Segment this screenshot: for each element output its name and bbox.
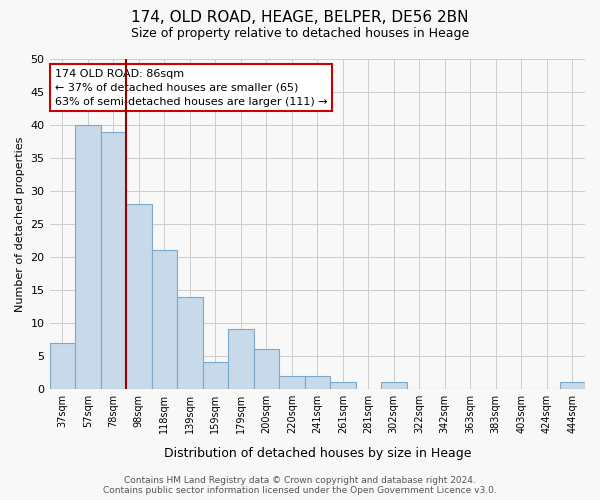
Bar: [75, 125, 101, 389]
Bar: [279, 376, 305, 389]
Bar: [330, 382, 356, 389]
Y-axis label: Number of detached properties: Number of detached properties: [15, 136, 25, 312]
Bar: [228, 330, 254, 389]
X-axis label: Distribution of detached houses by size in Heage: Distribution of detached houses by size …: [164, 447, 471, 460]
Bar: [152, 250, 177, 389]
Bar: [381, 382, 407, 389]
Text: 174, OLD ROAD, HEAGE, BELPER, DE56 2BN: 174, OLD ROAD, HEAGE, BELPER, DE56 2BN: [131, 10, 469, 25]
Bar: [177, 296, 203, 389]
Bar: [50, 342, 75, 389]
Text: 174 OLD ROAD: 86sqm
← 37% of detached houses are smaller (65)
63% of semi-detach: 174 OLD ROAD: 86sqm ← 37% of detached ho…: [55, 69, 328, 107]
Bar: [254, 350, 279, 389]
Bar: [560, 382, 585, 389]
Bar: [305, 376, 330, 389]
Bar: [101, 132, 126, 389]
Text: Contains HM Land Registry data © Crown copyright and database right 2024.
Contai: Contains HM Land Registry data © Crown c…: [103, 476, 497, 495]
Bar: [126, 204, 152, 389]
Bar: [203, 362, 228, 389]
Text: Size of property relative to detached houses in Heage: Size of property relative to detached ho…: [131, 28, 469, 40]
